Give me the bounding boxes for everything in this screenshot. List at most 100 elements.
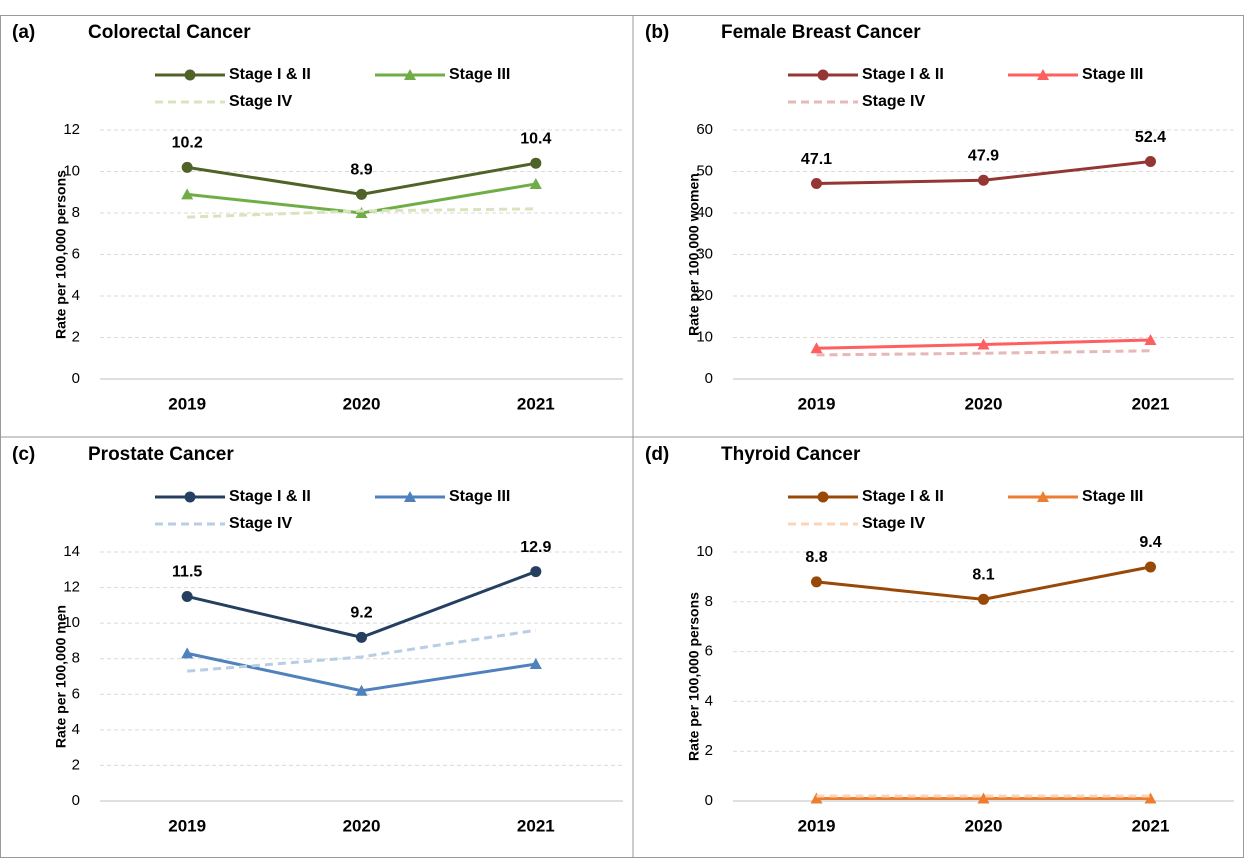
y-tick-label: 12 bbox=[63, 121, 80, 138]
marker bbox=[184, 491, 196, 503]
legend-label: Stage III bbox=[449, 488, 510, 505]
x-tick-label: 2019 bbox=[798, 394, 836, 413]
chart-title: Colorectal Cancer bbox=[88, 22, 251, 43]
y-tick-label: 0 bbox=[705, 792, 713, 809]
marker bbox=[355, 207, 368, 218]
legend-label: Stage III bbox=[1082, 488, 1143, 505]
y-tick-label: 2 bbox=[705, 742, 713, 759]
marker bbox=[530, 157, 542, 169]
y-tick-label: 8 bbox=[72, 650, 80, 667]
y-tick-label: 10 bbox=[63, 614, 80, 631]
data-label: 8.1 bbox=[972, 567, 994, 584]
legend-label: Stage I & II bbox=[862, 488, 944, 505]
marker bbox=[817, 69, 829, 81]
y-tick-label: 2 bbox=[72, 756, 80, 773]
panel-label: (a) bbox=[12, 22, 35, 43]
x-tick-label: 2019 bbox=[168, 394, 206, 413]
data-label: 8.9 bbox=[350, 162, 372, 179]
legend-label: Stage III bbox=[1082, 66, 1143, 83]
data-label: 9.4 bbox=[1139, 534, 1161, 551]
x-tick-label: 2020 bbox=[343, 816, 381, 835]
marker bbox=[529, 658, 542, 670]
marker bbox=[181, 590, 193, 602]
series-line bbox=[816, 349, 1151, 357]
legend-label: Stage IV bbox=[862, 93, 925, 110]
legend-label: Stage IV bbox=[229, 515, 292, 532]
panel-label: (d) bbox=[645, 444, 669, 465]
legend-label: Stage III bbox=[449, 66, 510, 83]
y-tick-label: 4 bbox=[72, 287, 80, 304]
x-tick-label: 2021 bbox=[517, 816, 555, 835]
legend-label: Stage IV bbox=[862, 515, 925, 532]
legend-label: Stage I & II bbox=[229, 488, 311, 505]
marker bbox=[1037, 69, 1049, 80]
y-tick-label: 12 bbox=[63, 579, 80, 596]
legend-label: Stage I & II bbox=[229, 66, 311, 83]
y-tick-label: 8 bbox=[72, 204, 80, 221]
marker bbox=[184, 69, 196, 81]
data-label: 47.1 bbox=[801, 151, 832, 168]
y-tick-label: 14 bbox=[63, 543, 80, 560]
marker bbox=[1037, 491, 1049, 502]
data-label: 11.5 bbox=[172, 564, 202, 581]
x-tick-label: 2020 bbox=[343, 394, 381, 413]
marker bbox=[811, 178, 822, 190]
y-tick-label: 60 bbox=[696, 121, 713, 138]
marker bbox=[356, 188, 367, 200]
y-tick-label: 40 bbox=[696, 204, 713, 221]
y-tick-label: 2 bbox=[72, 328, 80, 345]
data-label: 12.9 bbox=[520, 539, 551, 556]
marker bbox=[977, 338, 990, 350]
panel-label: (c) bbox=[12, 444, 35, 465]
x-tick-label: 2019 bbox=[798, 816, 836, 835]
y-tick-label: 6 bbox=[705, 643, 713, 660]
marker bbox=[530, 566, 542, 578]
marker bbox=[978, 593, 989, 605]
panel-label: (b) bbox=[645, 22, 669, 43]
y-axis-label: Rate per 100,000 men bbox=[53, 605, 69, 748]
marker bbox=[355, 684, 368, 696]
y-tick-label: 50 bbox=[696, 162, 713, 179]
marker bbox=[810, 342, 823, 354]
x-tick-label: 2021 bbox=[1132, 816, 1170, 835]
x-tick-label: 2020 bbox=[965, 394, 1003, 413]
marker bbox=[181, 647, 194, 659]
series-line bbox=[187, 628, 537, 673]
marker bbox=[1145, 561, 1156, 573]
marker bbox=[978, 174, 989, 186]
marker bbox=[529, 177, 542, 189]
marker bbox=[811, 576, 822, 588]
chart-title: Thyroid Cancer bbox=[721, 444, 861, 465]
x-tick-label: 2020 bbox=[965, 816, 1003, 835]
data-label: 10.4 bbox=[520, 130, 551, 147]
series-line bbox=[187, 207, 536, 219]
y-tick-label: 4 bbox=[705, 692, 713, 709]
y-tick-label: 10 bbox=[696, 543, 713, 560]
chart-title: Female Breast Cancer bbox=[721, 22, 921, 43]
marker bbox=[1144, 333, 1157, 345]
x-tick-label: 2019 bbox=[168, 816, 206, 835]
x-tick-label: 2021 bbox=[1132, 394, 1170, 413]
data-label: 9.2 bbox=[350, 605, 372, 622]
y-tick-label: 10 bbox=[696, 328, 713, 345]
marker bbox=[181, 161, 193, 173]
marker bbox=[1144, 792, 1157, 804]
y-tick-label: 6 bbox=[72, 245, 80, 262]
chart-title: Prostate Cancer bbox=[88, 444, 234, 465]
y-axis-label: Rate per 100,000 persons bbox=[53, 170, 69, 339]
marker bbox=[1145, 156, 1156, 168]
data-label: 8.8 bbox=[805, 549, 827, 566]
y-tick-label: 10 bbox=[63, 162, 80, 179]
y-tick-label: 0 bbox=[72, 792, 80, 809]
marker bbox=[977, 792, 990, 804]
legend-label: Stage IV bbox=[229, 93, 292, 110]
y-tick-label: 4 bbox=[72, 721, 80, 738]
y-axis-label: Rate per 100,000 women bbox=[686, 173, 702, 336]
data-label: 10.2 bbox=[172, 135, 203, 152]
y-tick-label: 20 bbox=[696, 287, 713, 304]
y-tick-label: 6 bbox=[72, 685, 80, 702]
marker bbox=[181, 188, 194, 200]
y-tick-label: 8 bbox=[705, 593, 713, 610]
